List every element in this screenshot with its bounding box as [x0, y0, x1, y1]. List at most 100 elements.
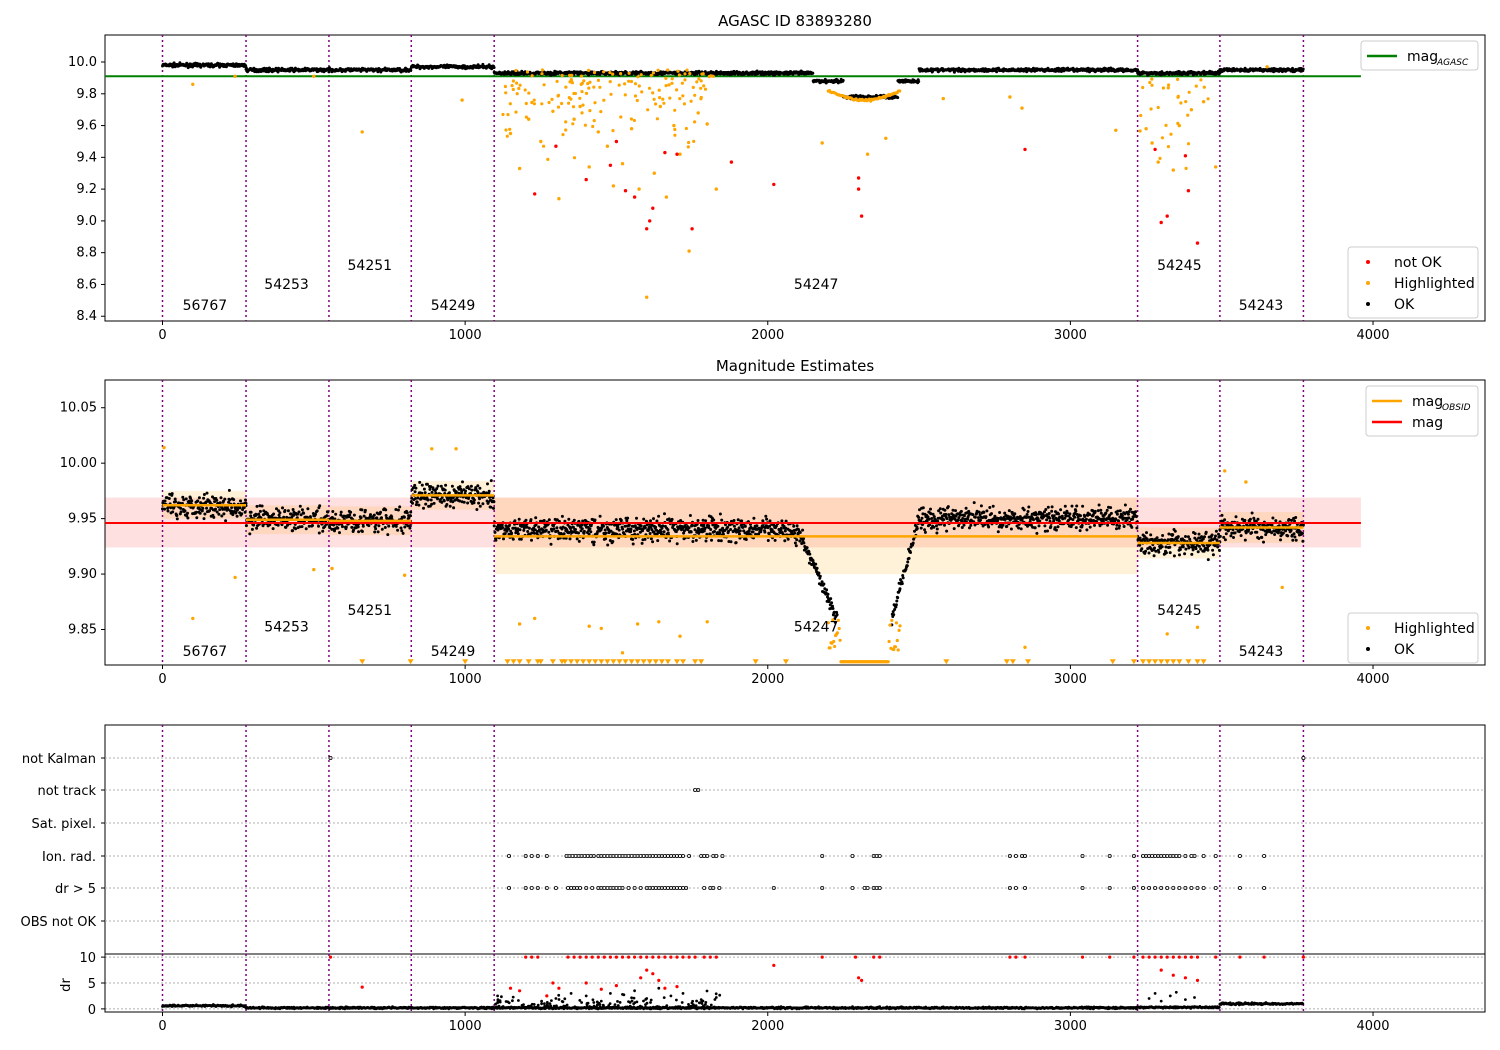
ok-point	[632, 529, 636, 533]
highlighted-point	[678, 97, 682, 101]
ok-point	[1216, 545, 1220, 549]
highlighted-point	[540, 102, 544, 106]
ok-point	[1043, 524, 1047, 528]
ok-point	[230, 506, 234, 510]
y-tick-label: 9.2	[76, 182, 97, 197]
highlighted-point	[1148, 80, 1152, 85]
not-ok-point	[1165, 214, 1169, 218]
ok-point	[604, 537, 608, 541]
highlighted-point	[527, 91, 531, 95]
highlighted-point	[561, 133, 565, 137]
ok-point	[1093, 523, 1096, 527]
ok-point	[190, 499, 194, 503]
ok-point	[743, 524, 747, 528]
ok-point	[625, 519, 629, 523]
highlighted-point	[523, 88, 527, 92]
highlighted-point	[1164, 123, 1168, 127]
highlighted-point	[571, 105, 576, 109]
highlighted-point	[596, 130, 600, 134]
ok-point	[202, 496, 206, 500]
ok-point	[1127, 516, 1131, 520]
highlighted-point	[581, 103, 585, 107]
y-tick-label: 9.8	[76, 87, 97, 102]
highlighted-point	[1150, 83, 1154, 87]
highlighted-point	[542, 83, 546, 87]
ok-point	[927, 517, 931, 521]
highlighted-point	[623, 82, 627, 86]
ok-point	[325, 514, 329, 518]
ok-point	[502, 537, 505, 541]
highlighted-point	[530, 74, 534, 78]
ok-point	[795, 524, 799, 528]
ok-point	[977, 510, 981, 514]
ok-point	[631, 542, 635, 546]
ok-point	[1007, 509, 1011, 513]
ok-point	[223, 497, 227, 501]
highlighted-point	[518, 83, 522, 87]
ok-point	[373, 530, 377, 534]
y-tick-label: 9.0	[76, 214, 97, 229]
not-ok-point	[554, 144, 558, 148]
ok-point	[1126, 512, 1130, 516]
highlighted-point	[564, 85, 568, 89]
highlighted-point	[501, 112, 505, 117]
ok-point	[957, 516, 961, 520]
ok-point	[227, 488, 231, 492]
highlighted-point	[676, 69, 680, 73]
ok-point	[530, 538, 533, 542]
ok-point	[1096, 509, 1100, 513]
ok-point	[1123, 503, 1127, 507]
ok-point	[1060, 514, 1064, 518]
ok-point	[631, 538, 635, 541]
highlighted-point	[460, 98, 464, 102]
highlighted-point	[941, 96, 945, 101]
highlighted-point	[687, 140, 691, 145]
ok-point	[218, 508, 222, 512]
highlighted-point	[691, 85, 695, 89]
ok-point	[166, 509, 170, 513]
highlighted-point	[555, 79, 559, 83]
highlighted-point	[699, 95, 703, 100]
ok-point	[602, 524, 605, 528]
ok-point	[952, 527, 956, 531]
highlighted-point	[884, 136, 888, 140]
ok-point	[642, 517, 646, 521]
ok-point	[529, 518, 533, 522]
highlighted-point	[1189, 108, 1194, 112]
highlighted-point	[593, 101, 597, 105]
ok-point	[577, 539, 581, 543]
highlighted-point	[1199, 78, 1203, 82]
highlighted-point	[1156, 105, 1160, 110]
ok-point	[659, 530, 663, 534]
ok-point	[575, 537, 579, 541]
highlighted-point	[560, 73, 564, 78]
ok-point	[1074, 509, 1078, 513]
ok-point	[943, 508, 947, 512]
highlighted-point	[695, 80, 699, 84]
ok-point	[403, 525, 407, 529]
ok-point	[1083, 515, 1087, 518]
ok-point	[542, 519, 546, 522]
ok-point	[1301, 67, 1305, 71]
highlighted-point	[693, 93, 697, 97]
ok-point	[1046, 529, 1049, 533]
ok-point	[592, 540, 596, 544]
ok-point	[494, 538, 498, 542]
x-tick-label: 3000	[1054, 672, 1087, 687]
not-ok-point	[608, 163, 613, 167]
ok-point	[954, 509, 957, 513]
ok-point	[334, 512, 338, 516]
ok-point	[318, 504, 322, 508]
ok-point	[286, 509, 290, 513]
ok-point	[577, 531, 580, 535]
ok-point	[357, 530, 361, 534]
ok-point	[476, 484, 480, 488]
ok-point	[1149, 533, 1153, 537]
ok-point	[458, 485, 462, 489]
highlighted-point	[664, 84, 668, 88]
ok-point	[344, 525, 348, 529]
ok-point	[409, 510, 413, 514]
ok-point	[186, 516, 190, 520]
legend-label: Highlighted	[1394, 276, 1475, 292]
